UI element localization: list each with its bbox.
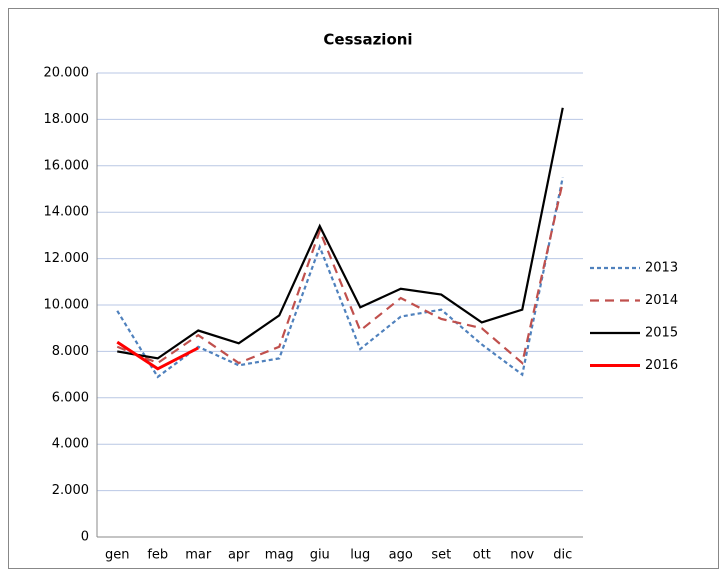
series-line [116, 181, 564, 366]
x-tick-label: mag [265, 548, 294, 563]
x-tick-label: set [431, 548, 451, 563]
x-tick-label: dic [553, 548, 572, 563]
y-tick-label: 0 [81, 530, 89, 545]
y-tick-label: 4.000 [52, 437, 89, 452]
x-tick-label: ott [473, 548, 491, 563]
y-tick-label: 12.000 [44, 251, 90, 266]
legend-label: 2015 [645, 326, 678, 341]
x-tick-label: lug [350, 548, 370, 563]
x-tick-label: giu [310, 548, 330, 563]
legend-label: 2013 [645, 261, 678, 276]
series-line [116, 340, 199, 371]
chart-frame [8, 8, 719, 569]
y-tick-label: 10.000 [44, 298, 90, 313]
y-tick-label: 8.000 [52, 344, 89, 359]
y-tick-label: 6.000 [52, 390, 89, 405]
y-tick-label: 20.000 [44, 66, 90, 81]
y-tick-label: 18.000 [44, 112, 90, 127]
y-tick-label: 14.000 [44, 205, 90, 220]
chart-title: Cessazioni [323, 31, 412, 49]
legend-label: 2016 [645, 358, 678, 373]
x-tick-label: nov [510, 548, 534, 563]
legend-label: 2014 [645, 293, 678, 308]
series-line [117, 107, 564, 360]
y-tick-label: 16.000 [44, 158, 90, 173]
x-tick-label: gen [105, 548, 130, 563]
x-tick-label: mar [185, 548, 212, 563]
y-tick-label: 2.000 [52, 483, 89, 498]
x-tick-label: apr [228, 548, 250, 563]
x-tick-label: ago [389, 548, 413, 563]
x-tick-label: feb [147, 548, 168, 563]
